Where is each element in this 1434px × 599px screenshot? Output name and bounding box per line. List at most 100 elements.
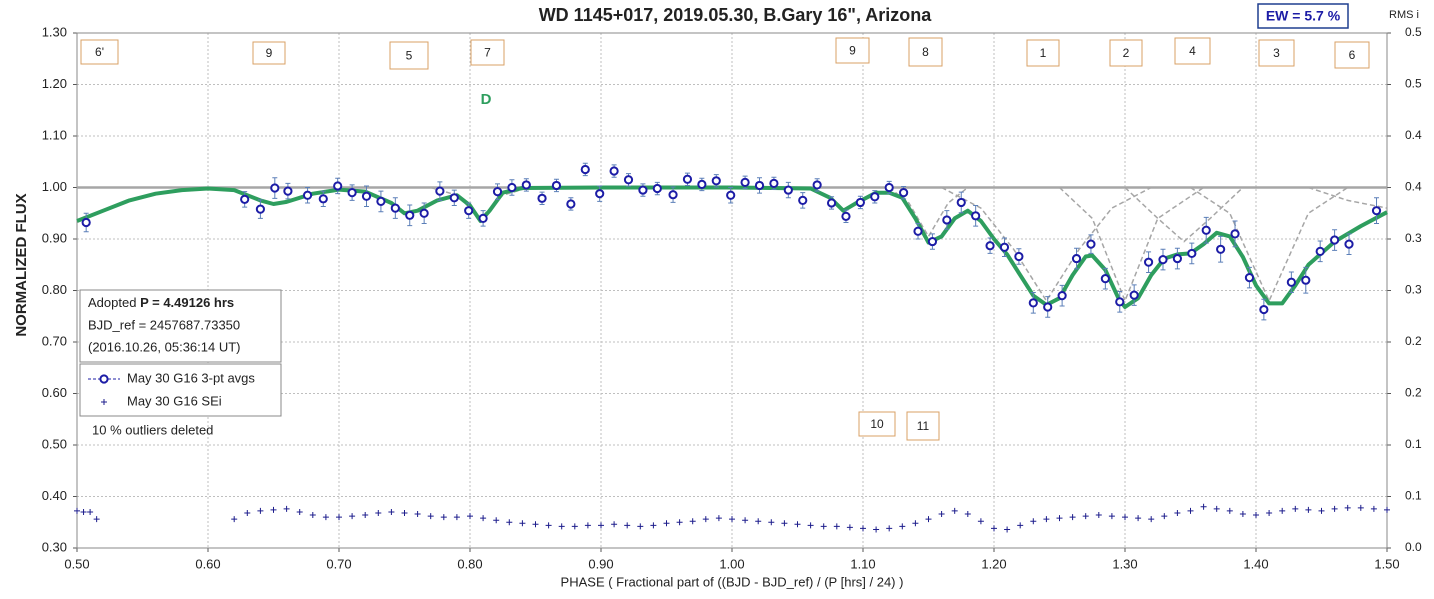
sei-point <box>480 515 487 522</box>
data-point <box>595 189 605 199</box>
data-point <box>870 192 880 202</box>
sei-point <box>1056 515 1063 522</box>
dip-label-box <box>858 411 896 437</box>
data-point <box>812 180 822 190</box>
x-tick-label: 0.60 <box>195 556 220 571</box>
y2-tick-label: 0.2 <box>1405 334 1422 348</box>
data-point <box>609 166 619 176</box>
data-point <box>1057 291 1067 301</box>
y2-tick-label: 0.5 <box>1405 77 1422 91</box>
data-point <box>638 185 648 195</box>
sei-point <box>977 518 984 525</box>
data-point <box>81 217 91 228</box>
data-point <box>1086 239 1096 249</box>
sei-point <box>349 513 356 520</box>
data-point <box>754 180 765 191</box>
dip-label-text: 6' <box>95 45 104 59</box>
sei-point <box>912 520 919 527</box>
data-point <box>347 188 357 198</box>
x-tick-label: 1.50 <box>1374 556 1399 571</box>
data-point <box>1100 274 1110 284</box>
sei-point <box>676 519 683 526</box>
data-point <box>740 177 750 187</box>
ew-label: EW = 5.7 % <box>1266 8 1341 24</box>
dip-label: 2 <box>1109 39 1143 67</box>
data-point <box>769 178 779 188</box>
data-point <box>623 175 634 185</box>
dip-label-box <box>835 37 870 64</box>
y2-tick-label: 0.1 <box>1405 437 1422 451</box>
sei-point <box>532 521 539 528</box>
data-point <box>1115 297 1125 307</box>
data-point <box>682 174 693 184</box>
dip-label: 9 <box>835 37 870 64</box>
y2-tick-label: 0.4 <box>1405 180 1422 194</box>
data-point <box>580 164 590 175</box>
data-point <box>1244 273 1255 283</box>
y2-tick-label: 0.3 <box>1405 283 1422 297</box>
sei-point <box>768 519 775 526</box>
sei-point <box>231 516 238 523</box>
sei-point <box>1200 503 1207 510</box>
sei-point <box>794 521 801 528</box>
data-point <box>435 186 445 196</box>
data-point <box>1301 275 1311 285</box>
sei-point <box>1122 514 1128 521</box>
dip-label: 11 <box>906 411 940 441</box>
data-point <box>927 236 938 247</box>
sei-point <box>1357 504 1364 511</box>
data-point <box>390 203 400 213</box>
dip-label: 6' <box>80 39 119 65</box>
sei-point <box>1384 506 1390 513</box>
data-point <box>464 206 474 216</box>
dip-label-box <box>470 39 505 66</box>
sei-point <box>558 523 565 530</box>
sei-point <box>598 522 604 529</box>
y-tick-label: 1.00 <box>42 179 67 194</box>
dip-label-text: 5 <box>406 49 413 63</box>
info-line: Adopted P = 4.49126 hrs <box>88 295 234 310</box>
legend-label: May 30 G16 3-pt avgs <box>127 370 255 385</box>
sei-point <box>833 523 840 530</box>
data-point <box>478 213 488 223</box>
x-axis-label: PHASE ( Fractional part of ((BJD - BJD_r… <box>561 574 904 589</box>
sei-point <box>938 511 945 518</box>
dip-label-box <box>1174 37 1211 65</box>
dip-label: 4 <box>1174 37 1211 65</box>
legend-marker <box>99 374 109 384</box>
model-component <box>1308 186 1388 209</box>
sei-point <box>860 525 866 532</box>
info-box <box>79 289 282 363</box>
dip-label-text: 4 <box>1189 44 1196 58</box>
sei-point <box>1004 526 1011 533</box>
sei-point <box>336 514 342 521</box>
sei-point <box>991 525 997 532</box>
y2-tick-label: 0.2 <box>1405 386 1422 400</box>
dip-label-text: 1 <box>1040 46 1047 60</box>
data-point <box>537 193 547 203</box>
sei-point <box>729 516 735 523</box>
dip-label: 9 <box>252 41 286 65</box>
sei-point <box>899 523 906 530</box>
sei-point <box>362 512 369 519</box>
y-tick-label: 1.30 <box>42 24 67 39</box>
y2-tick-label: 0.1 <box>1405 489 1422 503</box>
sei-point <box>296 508 303 515</box>
data-point <box>1043 302 1053 312</box>
y-tick-label: 0.40 <box>42 488 67 503</box>
x-tick-label: 1.30 <box>1112 556 1137 571</box>
data-point <box>985 241 995 251</box>
ew-box <box>1257 3 1349 29</box>
data-point <box>1330 235 1340 245</box>
sei-point <box>467 513 473 520</box>
data-point <box>1028 298 1038 308</box>
dip-label-box <box>80 39 119 65</box>
data-point <box>333 181 343 191</box>
data-point <box>492 187 503 197</box>
data-point <box>1014 251 1024 262</box>
sei-point <box>1161 513 1168 520</box>
y-tick-label: 0.50 <box>42 436 67 451</box>
sei-point <box>257 507 264 514</box>
plot-area: 0.50 0.60 0.70 0.80 0.90 1.00 1.10 1.20 1.30 1.40… <box>42 24 1422 571</box>
dip-label-box <box>1258 39 1295 67</box>
